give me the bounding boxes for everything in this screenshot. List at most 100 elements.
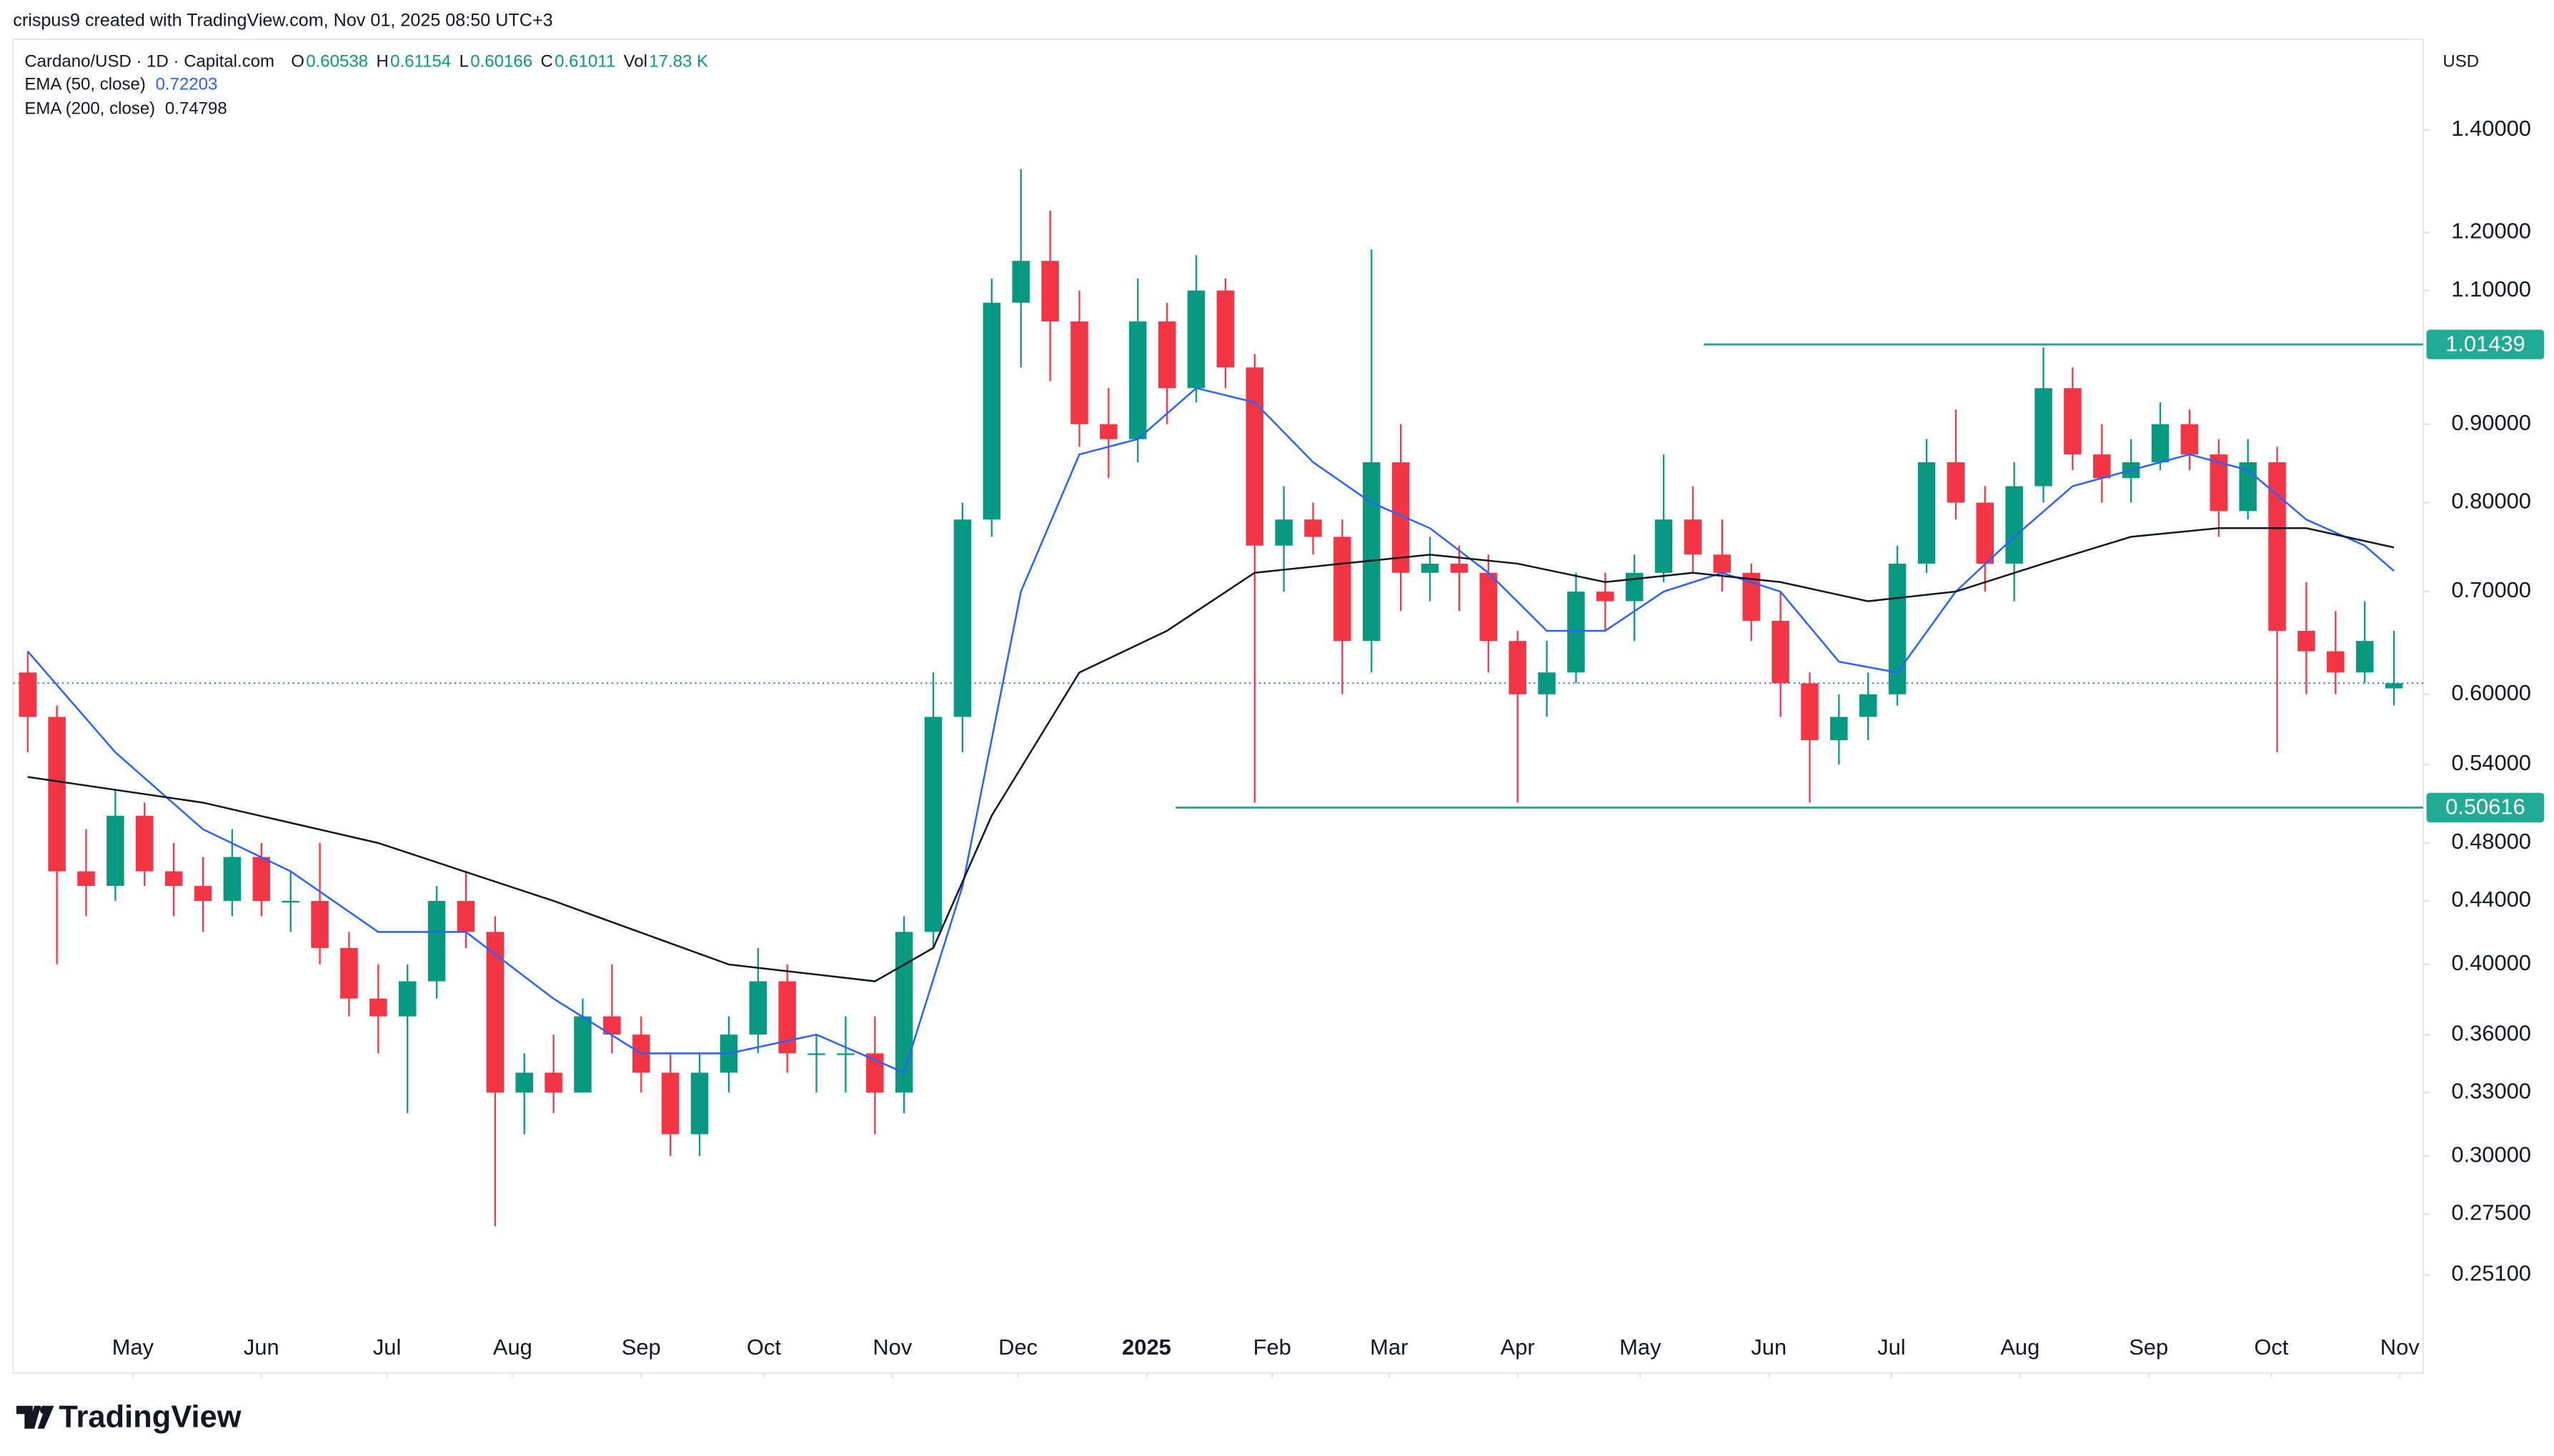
candle-body xyxy=(1275,519,1293,546)
candle-body xyxy=(1625,572,1644,602)
y-tick-label: 0.36000 xyxy=(2451,1020,2531,1045)
x-tick-label: Dec xyxy=(998,1335,1038,1360)
x-tick-label: 2025 xyxy=(1122,1335,1171,1360)
candle-body xyxy=(895,932,913,1093)
candle-body xyxy=(1917,462,1936,564)
candle-body xyxy=(1509,641,1526,694)
candle-body xyxy=(252,857,271,902)
candle-body xyxy=(311,901,329,948)
legend-value: 0.74798 xyxy=(165,99,227,119)
x-tick-label: Jul xyxy=(373,1335,401,1360)
candle-body xyxy=(340,947,358,999)
candle-body xyxy=(983,302,1001,520)
candle-body xyxy=(1830,717,1848,741)
ohlc-value: 0.60538 xyxy=(306,51,368,71)
candle-body xyxy=(1859,694,1877,717)
candle-body xyxy=(457,901,475,932)
ohlc-value: 0.61154 xyxy=(390,51,451,71)
candle-body xyxy=(1128,321,1147,439)
ohlc-label: Vol xyxy=(624,51,647,71)
candle-body xyxy=(1450,563,1469,573)
candle-body xyxy=(690,1072,709,1135)
candle-body xyxy=(1012,261,1030,303)
candle-body xyxy=(924,717,943,932)
x-tick-label: Feb xyxy=(1253,1335,1291,1360)
candle-body xyxy=(164,871,183,887)
legend-value: 0.72203 xyxy=(156,74,218,94)
ohlc-value: 0.60166 xyxy=(470,51,532,71)
candle-body xyxy=(1713,554,1731,573)
level-label: 0.50616 xyxy=(2445,794,2525,819)
ohlc-label: O xyxy=(291,51,304,71)
y-tick-label: 1.20000 xyxy=(2451,219,2531,244)
candle-body xyxy=(427,901,446,982)
y-tick-label: 0.54000 xyxy=(2451,750,2531,775)
candle-body xyxy=(1654,519,1673,573)
ema-line xyxy=(27,527,2395,982)
legend-name: EMA (200, close) xyxy=(24,99,155,119)
candle-body xyxy=(545,1072,562,1093)
candle-body xyxy=(1100,424,1118,439)
x-tick-label: Nov xyxy=(2380,1335,2420,1360)
candle-body xyxy=(1888,563,1907,694)
candle-body xyxy=(194,886,212,902)
y-tick-label: 1.10000 xyxy=(2451,276,2531,301)
y-tick-label: 1.40000 xyxy=(2451,116,2531,141)
x-tick-label: Nov xyxy=(873,1335,912,1360)
y-tick-label: 0.25100 xyxy=(2451,1261,2531,1286)
level-label-bg xyxy=(2426,792,2545,822)
candle-body xyxy=(2034,388,2052,487)
ema-line xyxy=(26,387,2395,1074)
candle-body xyxy=(2327,651,2345,673)
candle-body xyxy=(48,717,66,872)
logo-text: TradingView xyxy=(59,1400,241,1435)
y-tick-label: 0.80000 xyxy=(2451,489,2531,514)
candle-body xyxy=(136,815,154,872)
x-tick-label: Oct xyxy=(2254,1335,2288,1360)
x-tick-label: Mar xyxy=(1370,1335,1408,1360)
candle-body xyxy=(808,1053,825,1055)
x-tick-label: Aug xyxy=(2000,1335,2039,1360)
ohlc-label: C xyxy=(541,51,553,71)
candle-body xyxy=(661,1072,680,1135)
candle-body xyxy=(574,1016,592,1093)
y-tick-label: 0.48000 xyxy=(2451,829,2531,854)
logo: TradingView xyxy=(16,1400,242,1435)
ohlc-label: L xyxy=(459,51,469,71)
candle-body xyxy=(1216,290,1235,368)
candle-body xyxy=(2297,630,2315,652)
candle-body xyxy=(1976,502,1994,564)
candle-body xyxy=(2355,641,2374,673)
candle-body xyxy=(2093,454,2111,479)
plot-frame xyxy=(12,38,2424,1374)
x-tick-label: Oct xyxy=(747,1335,781,1360)
x-tick-label: Aug xyxy=(493,1335,532,1360)
candle-body xyxy=(1304,519,1322,537)
y-tick-label: 0.33000 xyxy=(2451,1078,2531,1103)
y-tick-label: 0.44000 xyxy=(2451,887,2531,912)
x-tick-label: Jul xyxy=(1877,1335,1905,1360)
candle-body xyxy=(1772,620,1789,684)
symbol: Cardano/USD · 1D · Capital.com xyxy=(24,51,274,71)
candle-body xyxy=(1596,592,1614,602)
ohlc-value: 0.61011 xyxy=(555,51,615,71)
candle-body xyxy=(2064,388,2082,455)
candle-body xyxy=(282,901,299,903)
x-tick-label: Sep xyxy=(2129,1335,2168,1360)
x-tick-label: May xyxy=(1619,1335,1661,1360)
y-tick-label: 0.30000 xyxy=(2451,1142,2531,1167)
candle-body xyxy=(1479,572,1498,642)
ohlc-label: H xyxy=(377,51,389,71)
y-tick-label: 0.40000 xyxy=(2451,950,2531,975)
candle-body xyxy=(837,1053,855,1055)
candle-body xyxy=(1246,367,1263,546)
x-tick-label: May xyxy=(112,1335,154,1360)
candle-body xyxy=(1362,462,1381,642)
candle-body xyxy=(1684,519,1702,555)
y-tick-label: 0.60000 xyxy=(2451,680,2531,705)
currency: USD xyxy=(2443,51,2479,71)
candle-body xyxy=(953,519,972,717)
